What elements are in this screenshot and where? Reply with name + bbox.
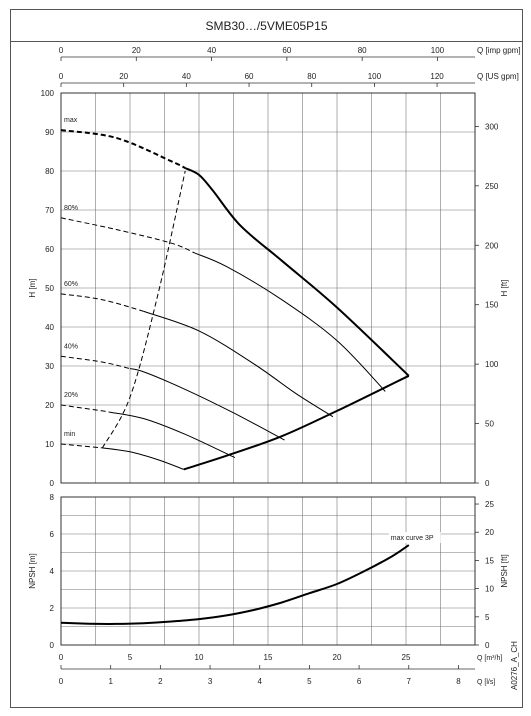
- curve-label-80pct: 80%: [64, 205, 78, 212]
- us-gpm-tick-label: 100: [368, 72, 382, 81]
- head-curve-20pct-dashed: [60, 404, 110, 413]
- m3h-tick-label: 15: [264, 653, 273, 662]
- head-curve-max-dashed: [60, 129, 186, 169]
- head-ft-tick-label: 100: [485, 360, 499, 369]
- imp-gpm-tick-label: 20: [132, 46, 141, 55]
- us-gpm-tick-label: 80: [307, 72, 316, 81]
- head-m-tick-label: 80: [45, 167, 54, 176]
- us-gpm-axis-label: Q [US gpm]: [477, 72, 519, 81]
- head-plot-border: [60, 92, 476, 484]
- head-m-tick-label: 100: [41, 89, 55, 98]
- head-curve-80pct-solid: [194, 252, 386, 392]
- imp-gpm-tick-label: 80: [358, 46, 367, 55]
- head-ft-tick-label: 200: [485, 241, 499, 250]
- curve-label-min: min: [64, 431, 75, 438]
- chart-frame: SMB30…/5VME05P15: [10, 9, 523, 708]
- ls-tick-label: 1: [108, 677, 113, 686]
- document-code: A0276_A_CH: [510, 641, 519, 690]
- npsh-m-axis-label: NPSH [m]: [28, 553, 37, 589]
- ls-tick-label: 5: [307, 677, 312, 686]
- head-m-tick-label: 20: [45, 401, 54, 410]
- head-m-tick-label: 60: [45, 245, 54, 254]
- head-ft-tick-label: 0: [485, 479, 490, 488]
- m3h-tick-label: 25: [402, 653, 411, 662]
- head-ft-tick-label: 250: [485, 182, 499, 191]
- head-ft-tick-label: 150: [485, 301, 499, 310]
- head-m-tick-label: 10: [45, 440, 54, 449]
- head-curve-60pct-dashed: [60, 293, 144, 312]
- head-m-tick-label: 0: [50, 479, 55, 488]
- imp-gpm-tick-label: 0: [59, 46, 64, 55]
- npsh-annotation-bg: [388, 532, 441, 544]
- imp-gpm-tick-label: 100: [431, 46, 445, 55]
- us-gpm-tick-label: 40: [182, 72, 191, 81]
- head-ft-tick-label: 300: [485, 122, 499, 131]
- us-gpm-tick-label: 0: [59, 72, 64, 81]
- ls-tick-label: 3: [208, 677, 213, 686]
- npsh-m-tick-label: 0: [50, 641, 55, 650]
- curve-label-max: max: [64, 117, 78, 124]
- head-m-tick-label: 40: [45, 323, 54, 332]
- npsh-curve: [60, 544, 410, 625]
- npsh-plot-border: [60, 496, 476, 646]
- head-curve-20pct-solid: [109, 411, 236, 459]
- npsh-m-tick-label: 2: [50, 604, 55, 613]
- npsh-m-tick-label: 4: [50, 567, 55, 576]
- us-gpm-tick-label: 20: [119, 72, 128, 81]
- curve-label-60pct: 60%: [64, 281, 78, 288]
- m3h-tick-label: 10: [195, 653, 204, 662]
- ls-tick-label: 8: [456, 677, 461, 686]
- m3h-tick-label: 0: [59, 653, 64, 662]
- head-curve-limit: [183, 374, 410, 471]
- ls-tick-label: 6: [357, 677, 362, 686]
- head-m-tick-label: 70: [45, 206, 54, 215]
- head-ft-axis-label: H [ft]: [500, 280, 509, 297]
- ls-tick-label: 0: [59, 677, 64, 686]
- npsh-ft-tick-label: 5: [485, 613, 490, 622]
- us-gpm-tick-label: 60: [245, 72, 254, 81]
- chart-title: SMB30…/5VME05P15: [11, 10, 522, 42]
- npsh-ft-axis-label: NPSH [ft]: [500, 554, 509, 587]
- head-curve-60pct-solid: [143, 310, 334, 418]
- m3h-tick-label: 20: [333, 653, 342, 662]
- head-m-tick-label: 50: [45, 284, 54, 293]
- ls-tick-label: 7: [407, 677, 412, 686]
- npsh-ft-tick-label: 0: [485, 641, 490, 650]
- npsh-ft-tick-label: 15: [485, 556, 494, 565]
- head-ft-tick-label: 50: [485, 420, 494, 429]
- curve-label-40pct: 40%: [64, 343, 78, 350]
- us-gpm-tick-label: 120: [430, 72, 444, 81]
- head-curve-80pct-dashed: [60, 217, 196, 254]
- head-curve-40pct-solid: [129, 368, 285, 441]
- ls-tick-label: 4: [257, 677, 262, 686]
- head-curve-max-solid: [184, 167, 410, 377]
- head-m-tick-label: 30: [45, 362, 54, 371]
- head-m-tick-label: 90: [45, 128, 54, 137]
- m3h-tick-label: 5: [128, 653, 133, 662]
- npsh-curve-label: max curve 3P: [391, 535, 434, 542]
- ls-axis-label: Q [l/s]: [477, 679, 495, 686]
- curve-label-20pct: 20%: [64, 392, 78, 399]
- npsh-ft-tick-label: 20: [485, 528, 494, 537]
- head-curve-min-dashed: [60, 443, 103, 449]
- head-curve-min-solid: [102, 447, 184, 470]
- m3h-axis-label: Q [m³/h]: [477, 655, 502, 662]
- head-m-axis-label: H [m]: [28, 278, 37, 297]
- imp-gpm-tick-label: 40: [207, 46, 216, 55]
- npsh-m-tick-label: 6: [50, 530, 55, 539]
- npsh-ft-tick-label: 10: [485, 585, 494, 594]
- npsh-m-tick-label: 8: [50, 493, 55, 502]
- imp-gpm-tick-label: 60: [282, 46, 291, 55]
- npsh-ft-tick-label: 25: [485, 500, 494, 509]
- imp-gpm-axis-label: Q [imp gpm]: [477, 46, 521, 55]
- min-flow-curve: [101, 170, 186, 449]
- ls-tick-label: 2: [158, 677, 163, 686]
- head-curve-40pct-dashed: [60, 355, 131, 370]
